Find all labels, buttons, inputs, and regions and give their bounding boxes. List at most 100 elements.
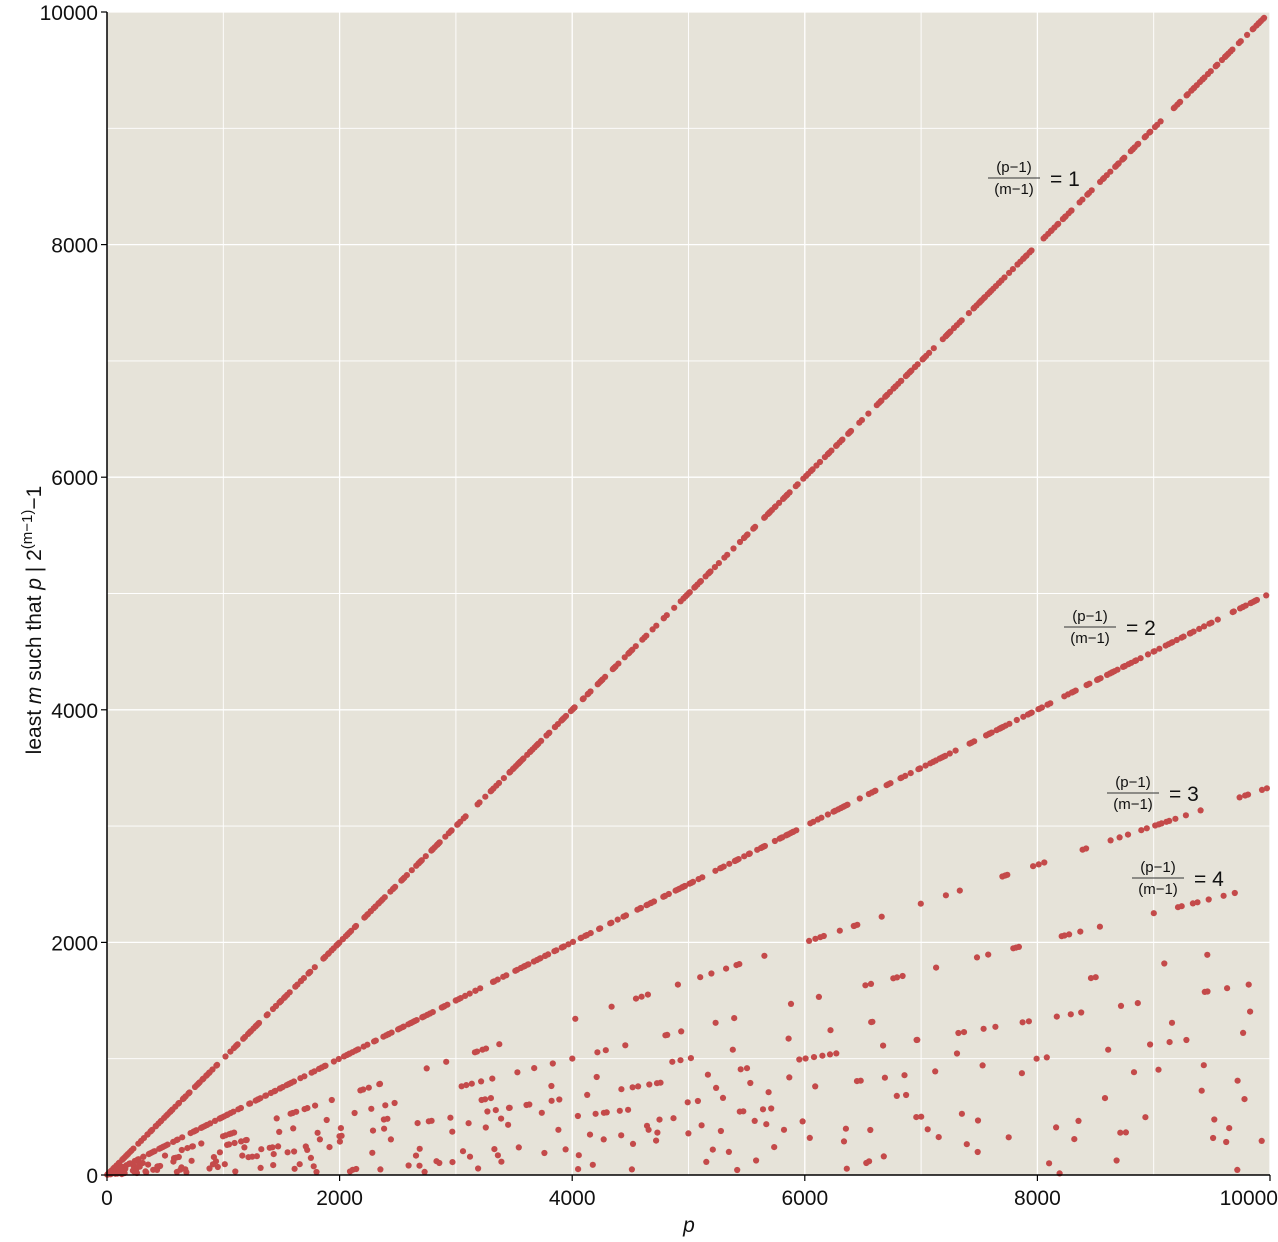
data-point	[186, 1089, 193, 1096]
data-point	[1107, 837, 1114, 844]
data-point	[725, 1148, 733, 1155]
data-point	[1107, 168, 1114, 175]
data-point	[270, 1151, 277, 1158]
data-point	[565, 941, 572, 948]
data-point	[459, 1148, 467, 1155]
data-point	[1166, 817, 1173, 825]
data-point	[809, 466, 816, 473]
data-point	[867, 1126, 874, 1134]
data-point	[1096, 923, 1103, 930]
data-point	[736, 538, 744, 546]
data-point	[1137, 655, 1144, 662]
data-point	[466, 1153, 474, 1160]
data-point	[214, 1061, 221, 1068]
data-point	[1253, 596, 1260, 604]
data-point	[538, 737, 545, 745]
data-point	[1134, 1000, 1141, 1007]
data-point	[844, 801, 851, 808]
data-point	[857, 1077, 864, 1084]
data-point	[1197, 807, 1204, 814]
data-point	[222, 1053, 229, 1060]
data-point	[369, 1127, 377, 1134]
data-point	[428, 1117, 435, 1124]
data-point	[1205, 896, 1212, 903]
data-point	[1258, 786, 1266, 794]
data-point	[290, 1125, 297, 1132]
data-point	[231, 1139, 238, 1147]
data-point	[622, 912, 630, 919]
data-point	[416, 1145, 423, 1152]
data-point	[301, 1073, 308, 1080]
data-point	[198, 1140, 205, 1147]
data-point	[257, 1164, 264, 1171]
data-point	[629, 1084, 636, 1091]
data-point	[628, 1166, 636, 1173]
data-point	[1234, 1166, 1241, 1173]
data-point	[1015, 943, 1023, 951]
data-point	[216, 1149, 223, 1156]
data-point	[291, 1148, 298, 1155]
data-point	[747, 1079, 754, 1087]
data-point	[1242, 602, 1249, 609]
data-point	[405, 1162, 412, 1169]
data-point	[369, 1149, 376, 1156]
data-point	[1006, 720, 1013, 727]
data-point	[237, 1104, 244, 1112]
data-point	[139, 1159, 146, 1167]
data-point	[412, 1152, 420, 1159]
data-point	[491, 1146, 498, 1153]
data-point	[684, 1099, 691, 1106]
data-point	[239, 1152, 246, 1159]
data-point	[1180, 633, 1187, 640]
data-point	[489, 1075, 496, 1082]
data-point	[322, 1062, 329, 1069]
data-point	[712, 1019, 719, 1026]
data-point	[336, 1138, 343, 1145]
data-point	[234, 1041, 241, 1048]
data-point	[253, 1153, 260, 1160]
data-point	[243, 1136, 250, 1144]
data-point	[869, 1018, 876, 1025]
data-point	[1117, 1002, 1125, 1010]
data-point	[1078, 1009, 1085, 1016]
data-point	[771, 837, 779, 845]
data-point	[326, 1144, 333, 1151]
data-point	[963, 1141, 970, 1148]
data-point	[1028, 709, 1035, 716]
data-point	[878, 397, 885, 404]
data-point	[1020, 713, 1027, 720]
data-point	[602, 673, 609, 681]
data-point	[1006, 269, 1013, 276]
data-point	[1046, 1160, 1053, 1167]
data-point	[391, 1099, 398, 1107]
data-point	[247, 1100, 254, 1107]
y-tick-label: 6000	[51, 467, 98, 490]
data-point	[794, 481, 801, 488]
data-point	[503, 972, 510, 979]
data-point	[1156, 645, 1163, 652]
data-point	[880, 1042, 887, 1049]
data-point	[902, 772, 909, 780]
data-point	[765, 1089, 772, 1096]
data-point	[842, 1125, 850, 1132]
data-point	[384, 1115, 391, 1122]
data-point	[421, 1168, 428, 1175]
data-point	[646, 1081, 653, 1088]
data-point	[1068, 207, 1075, 214]
data-point	[1083, 845, 1090, 852]
data-point	[741, 853, 748, 860]
data-point	[653, 622, 660, 629]
data-point	[164, 1141, 171, 1148]
data-point	[189, 1143, 196, 1150]
data-point	[337, 1125, 344, 1132]
data-point	[232, 1168, 239, 1175]
data-point	[930, 345, 937, 352]
data-point	[1198, 1087, 1205, 1094]
data-point	[974, 1117, 982, 1124]
data-point	[209, 1066, 216, 1073]
x-tick-label: 0	[101, 1187, 113, 1210]
data-point	[866, 1158, 873, 1165]
data-point	[1201, 623, 1208, 630]
data-point	[1229, 46, 1236, 53]
data-point	[955, 1029, 962, 1037]
